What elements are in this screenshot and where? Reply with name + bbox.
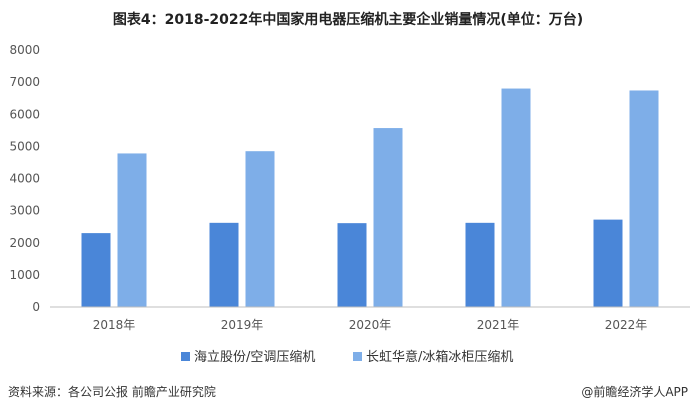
bar-series-1-0 xyxy=(81,233,111,307)
x-tick-label: 2019年 xyxy=(221,318,264,332)
bar-series-1-1 xyxy=(209,222,239,307)
legend-swatch-1 xyxy=(181,352,190,361)
x-tick-label: 2020年 xyxy=(349,318,392,332)
y-tick-label: 2000 xyxy=(9,236,40,250)
x-tick-label: 2018年 xyxy=(93,318,136,332)
bar-series-1-4 xyxy=(593,219,623,307)
credit-note: @前瞻经济学人APP xyxy=(581,385,688,399)
x-tick-label: 2021年 xyxy=(477,318,520,332)
legend-swatch-2 xyxy=(353,352,362,361)
chart-title: 图表4：2018-2022年中国家用电器压缩机主要企业销量情况(单位：万台) xyxy=(112,12,584,28)
x-tick-label: 2022年 xyxy=(605,318,648,332)
y-tick-label: 7000 xyxy=(9,75,40,89)
bar-series-2-2 xyxy=(373,128,403,307)
legend-label-1: 海立股份/空调压缩机 xyxy=(194,349,315,365)
bar-series-1-2 xyxy=(337,223,367,307)
y-axis: 0 1000 2000 3000 4000 5000 6000 7000 8000 xyxy=(9,43,40,314)
y-tick-label: 1000 xyxy=(9,268,40,282)
y-tick-label: 5000 xyxy=(9,139,40,153)
y-tick-label: 4000 xyxy=(9,172,40,186)
bar-series-2-3 xyxy=(501,88,531,307)
bars xyxy=(81,88,659,307)
x-axis: 2018年 2019年 2020年 2021年 2022年 xyxy=(93,318,648,332)
y-tick-label: 8000 xyxy=(9,43,40,57)
legend-label-2: 长虹华意/冰箱冰柜压缩机 xyxy=(366,349,513,365)
bar-series-2-0 xyxy=(117,153,147,307)
bar-series-1-3 xyxy=(465,222,495,307)
y-tick-label: 0 xyxy=(32,300,40,314)
y-tick-label: 3000 xyxy=(9,204,40,218)
legend: 海立股份/空调压缩机 长虹华意/冰箱冰柜压缩机 xyxy=(181,349,513,365)
y-tick-label: 6000 xyxy=(9,107,40,121)
source-note: 资料来源：各公司公报 前瞻产业研究院 xyxy=(8,385,216,399)
bar-series-2-4 xyxy=(629,90,659,307)
bar-series-2-1 xyxy=(245,151,275,307)
